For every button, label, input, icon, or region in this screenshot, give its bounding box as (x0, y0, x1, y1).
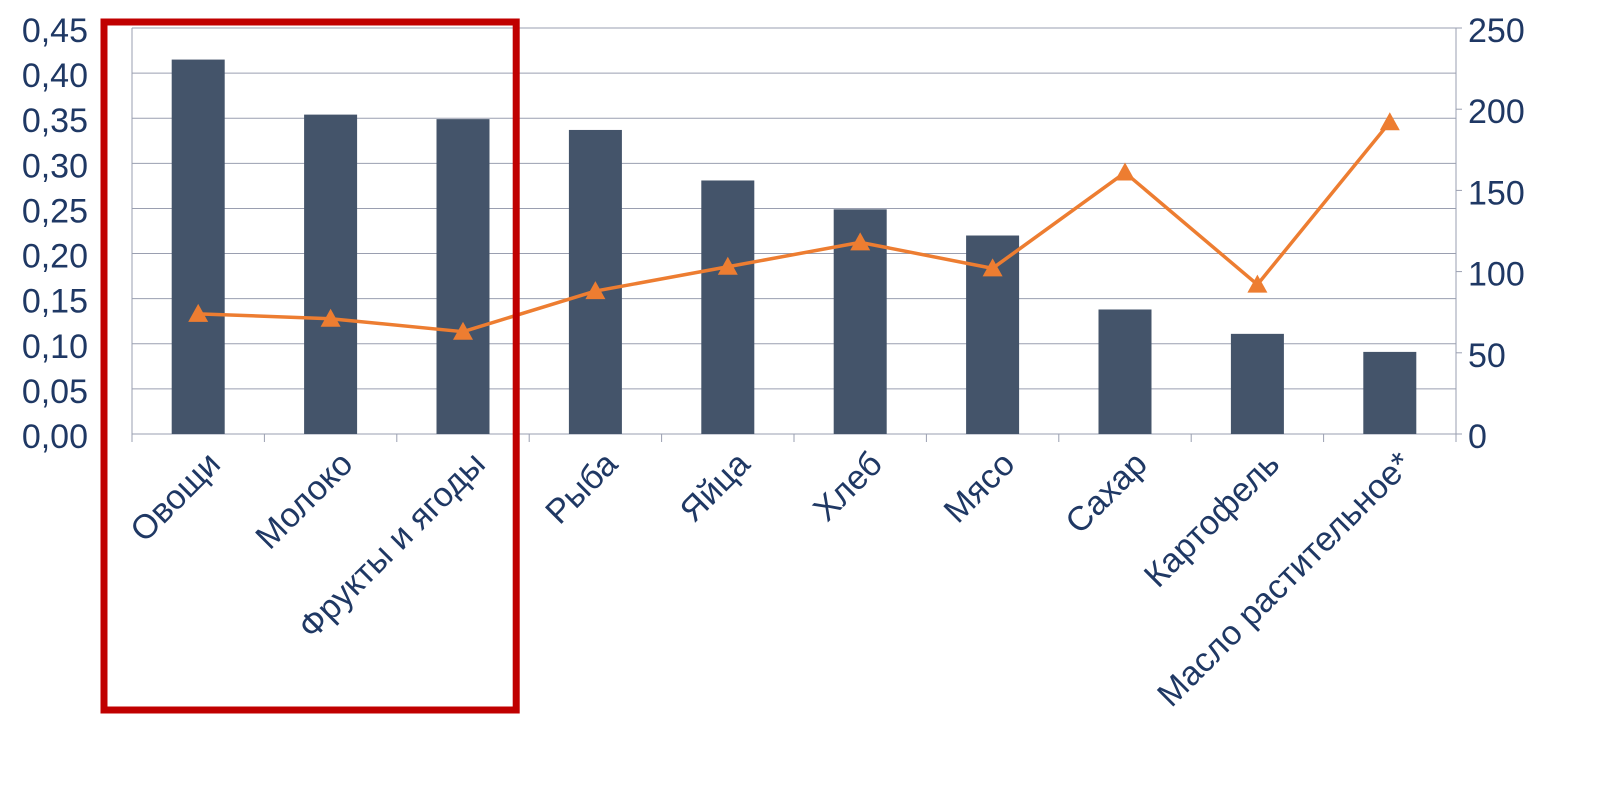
bar (171, 59, 225, 434)
bar (1363, 351, 1417, 434)
line-point (1115, 162, 1135, 181)
line-point (1247, 274, 1268, 293)
x-tick-label: Мясо (937, 445, 1023, 531)
y-right-tick-label: 0 (1468, 418, 1487, 456)
y-left-tick-label: 0,25 (22, 192, 88, 230)
y-right-tick-label: 250 (1468, 12, 1525, 50)
y-left-tick-label: 0,15 (22, 283, 88, 321)
bar (1230, 333, 1284, 434)
y-left-tick-label: 0,20 (22, 238, 88, 276)
line-point (320, 308, 341, 327)
y-left-tick-label: 0,05 (22, 373, 88, 411)
y-right-tick-label: 150 (1468, 174, 1525, 212)
x-tick-label: Хлеб (806, 445, 890, 529)
line-point (453, 321, 473, 340)
y-left-tick-label: 0,40 (22, 57, 88, 95)
line-point (717, 256, 738, 275)
bar (436, 119, 490, 434)
y-right-tick-label: 200 (1468, 93, 1525, 131)
bar (1098, 309, 1152, 434)
line-point (188, 303, 209, 322)
y-left-tick-label: 0,35 (22, 102, 88, 140)
x-tick-label: Масло растительное* (1150, 445, 1419, 714)
line-point (585, 281, 606, 300)
y-left-tick-label: 0,10 (22, 328, 88, 366)
x-tick-label: Яйца (673, 445, 758, 530)
x-tick-label: Сахар (1058, 445, 1154, 541)
bar (304, 114, 358, 434)
line-point (850, 232, 871, 251)
line-series (198, 121, 1392, 334)
y-left-tick-label: 0,45 (22, 12, 88, 50)
x-tick-label: Молоко (248, 445, 360, 557)
y-left-tick-label: 0,30 (22, 147, 88, 185)
highlight-box (100, 18, 520, 714)
bar (701, 180, 755, 434)
y-right-tick-label: 50 (1468, 337, 1506, 375)
line-point (982, 258, 1003, 277)
line-point (1379, 112, 1400, 131)
y-right-tick-label: 100 (1468, 256, 1525, 294)
y-left-tick-label: 0,00 (22, 418, 88, 456)
x-tick-label: Овощи (123, 445, 228, 550)
x-tick-label: Рыба (538, 445, 625, 532)
